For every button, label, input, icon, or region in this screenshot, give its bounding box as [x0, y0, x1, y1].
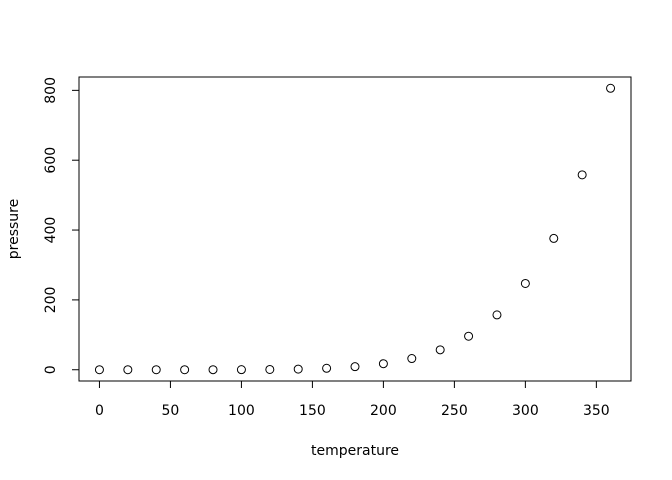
- data-point: [151, 365, 161, 375]
- plot-frame: [78, 76, 632, 382]
- data-point: [350, 362, 360, 372]
- data-point: [520, 278, 530, 288]
- x-tick-label: 150: [299, 403, 326, 419]
- data-point: [407, 354, 417, 364]
- y-tick-label: 800: [43, 77, 59, 104]
- data-point: [464, 331, 474, 341]
- x-axis: 0 50 100 150 200 250 300 350: [95, 380, 610, 419]
- x-tick-label: 200: [370, 403, 397, 419]
- data-point: [577, 170, 587, 180]
- y-axis: 0 200 400 600 800: [43, 77, 80, 374]
- data-point: [123, 365, 133, 375]
- x-tick-label: 50: [162, 403, 180, 419]
- y-tick-label: 200: [43, 287, 59, 314]
- y-tick-label: 600: [43, 147, 59, 174]
- data-point: [492, 310, 502, 320]
- data-point: [208, 365, 218, 375]
- data-point: [293, 364, 303, 374]
- data-point: [378, 359, 388, 369]
- data-point: [549, 233, 559, 243]
- x-tick-label: 250: [441, 403, 468, 419]
- y-axis-label: pressure: [6, 199, 22, 259]
- data-points: [94, 83, 616, 375]
- y-tick-label: 0: [43, 365, 59, 374]
- data-point: [265, 364, 275, 374]
- data-point: [180, 365, 190, 375]
- x-tick-label: 350: [583, 403, 610, 419]
- data-point: [435, 345, 445, 355]
- x-tick-label: 0: [95, 403, 104, 419]
- data-point: [322, 363, 332, 373]
- x-tick-label: 100: [228, 403, 255, 419]
- x-tick-label: 300: [512, 403, 539, 419]
- y-tick-label: 400: [43, 217, 59, 244]
- data-point: [236, 365, 246, 375]
- data-point: [94, 365, 104, 375]
- x-axis-label: temperature: [311, 443, 399, 459]
- data-point: [606, 83, 616, 93]
